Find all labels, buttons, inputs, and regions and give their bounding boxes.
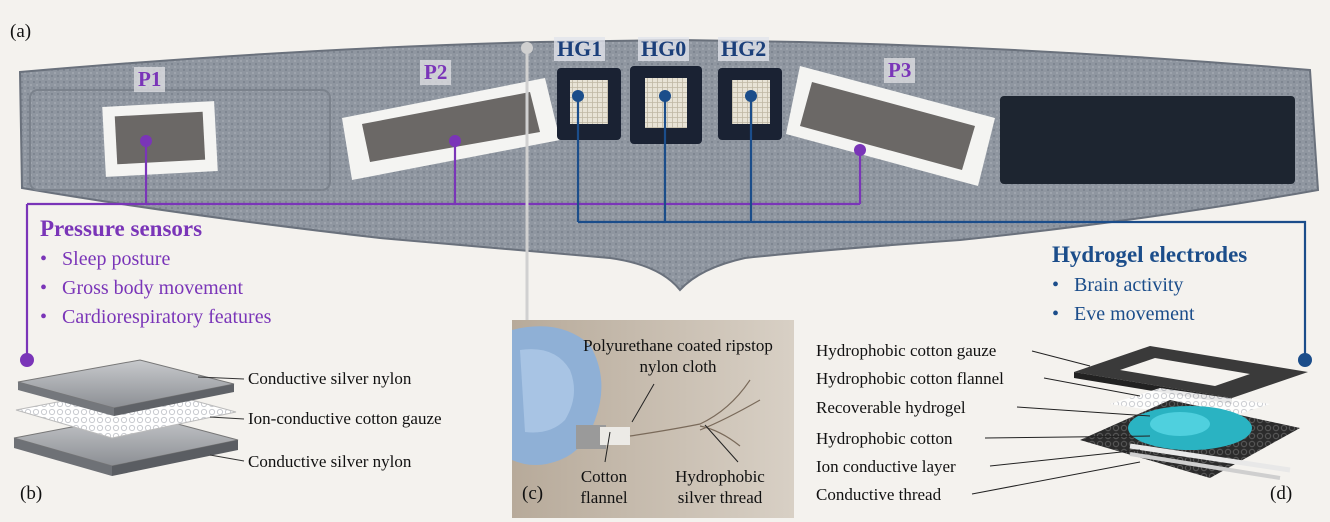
panel-b-layer-top: Conductive silver nylon — [248, 369, 412, 388]
pressure-patch-p3 — [786, 66, 995, 186]
panel-c-flannel-label: Cotton flannel — [580, 467, 628, 508]
hydrogel-heading: Hydrogel electrodes — [1052, 242, 1248, 267]
thread-photo — [512, 320, 794, 518]
hydrogel-legend: Hydrogel electrodes • Brain activity • E… — [1052, 243, 1247, 324]
hydrogel-connectors — [576, 96, 1307, 360]
panel-label-b: (b) — [20, 483, 43, 504]
panel-d-leader-lines — [971, 350, 1151, 495]
panel-d-layer-ion: Ion conductive layer — [816, 457, 956, 476]
panel-b-leader-lines — [197, 376, 245, 462]
pressure-connectors — [25, 141, 862, 360]
sleep-mask — [18, 38, 1320, 292]
panel-d-layer-flannel: Hydrophobic cotton flannel — [816, 369, 1004, 388]
panel-b-layer-middle: Ion-conductive cotton gauze — [248, 409, 442, 428]
panel-d-layer-thread: Conductive thread — [816, 485, 942, 504]
sensor-label-p2: P2 — [420, 60, 452, 85]
panel-label-c: (c) — [522, 483, 544, 504]
pressure-bullet: • Sleep posture — [40, 248, 171, 270]
pressure-patch-p1 — [102, 101, 218, 177]
hydrogel-connector-dots — [572, 90, 1312, 367]
electrode-patch-hg2 — [718, 68, 782, 140]
velcro-strap — [1000, 96, 1295, 184]
pressure-sensor-stack — [13, 359, 239, 476]
hydrogel-electrode-stack — [1074, 346, 1308, 480]
electrode-patch-hg1 — [557, 68, 621, 140]
electrode-label-hg1: HG1 — [554, 37, 606, 61]
panel-d-layer-cotton: Hydrophobic cotton — [816, 429, 953, 448]
hydrogel-bullet: • Eve movement — [1052, 303, 1195, 325]
panel-d-layer-gauze: Hydrophobic cotton gauze — [816, 341, 997, 360]
hydrogel-bullet: • Brain activity — [1052, 274, 1184, 296]
sensor-label-p3: P3 — [884, 58, 916, 83]
pressure-bullet: • Gross body movement — [40, 277, 244, 299]
panel-label-a: (a) — [10, 21, 32, 42]
electrode-label-hg2: HG2 — [718, 37, 770, 61]
panel-c-leader-lines — [604, 383, 739, 463]
electrode-label-hg0: HG0 — [638, 37, 690, 61]
panel-b-layer-bottom: Conductive silver nylon — [248, 452, 412, 471]
pressure-heading: Pressure sensors — [40, 216, 203, 241]
pressure-connector-dots — [20, 135, 866, 367]
panel-c-cloth-label: Polyurethane coated ripstop nylon cloth — [583, 336, 773, 377]
pressure-patch-p2 — [342, 78, 560, 180]
panel-c-thread-label: Hydrophobic silver thread — [675, 467, 765, 508]
sensor-label-p1: P1 — [134, 67, 166, 92]
panel-d-layer-hydrogel: Recoverable hydrogel — [816, 398, 966, 417]
pressure-bullet: • Cardiorespiratory features — [40, 306, 272, 328]
panel-label-d: (d) — [1270, 483, 1293, 504]
pressure-legend: Pressure sensors • Sleep posture • Gross… — [40, 217, 271, 327]
